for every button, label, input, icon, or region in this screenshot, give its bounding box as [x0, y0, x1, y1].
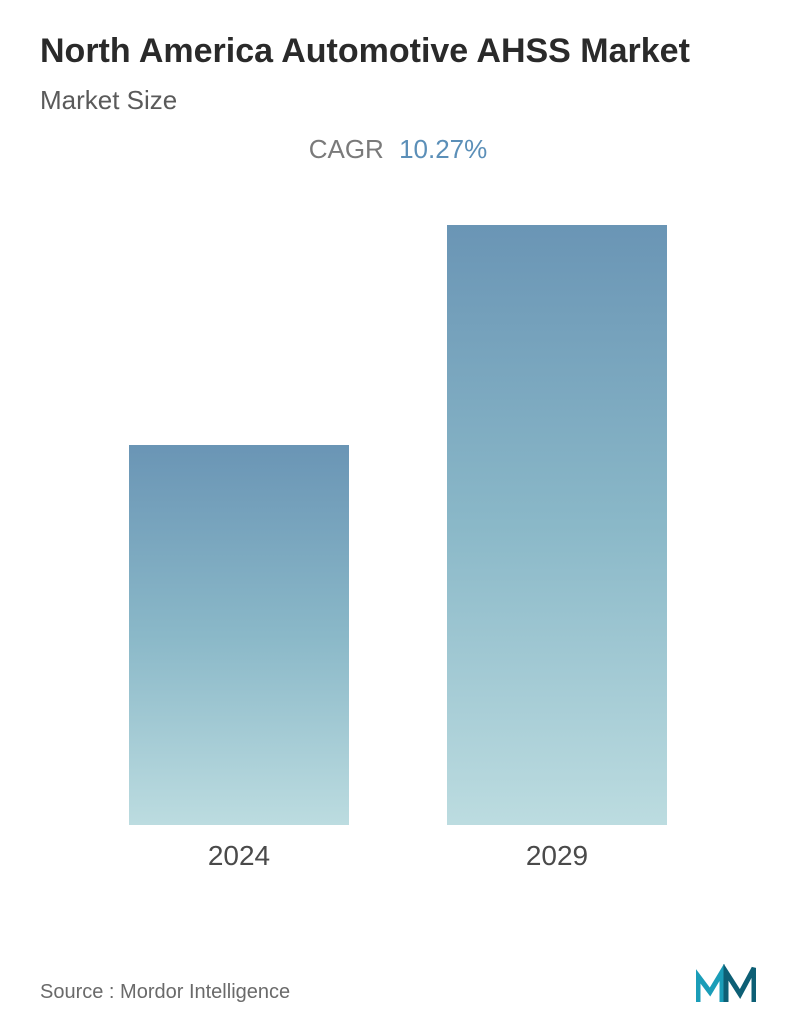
chart-title: North America Automotive AHSS Market [40, 30, 756, 73]
chart-footer: Source : Mordor Intelligence [40, 964, 756, 1004]
mordor-logo-icon [696, 964, 756, 1004]
cagr-row: CAGR 10.27% [40, 134, 756, 165]
cagr-label: CAGR [309, 134, 384, 164]
bar-2029 [447, 225, 667, 825]
cagr-value: 10.27% [399, 134, 487, 164]
source-text: Source : Mordor Intelligence [40, 981, 290, 1004]
x-axis-labels: 2024 2029 [40, 840, 756, 872]
bar-chart-area [40, 205, 756, 825]
chart-subtitle: Market Size [40, 85, 756, 116]
x-label-1: 2029 [447, 840, 667, 872]
bar-2024 [129, 445, 349, 825]
x-label-0: 2024 [129, 840, 349, 872]
